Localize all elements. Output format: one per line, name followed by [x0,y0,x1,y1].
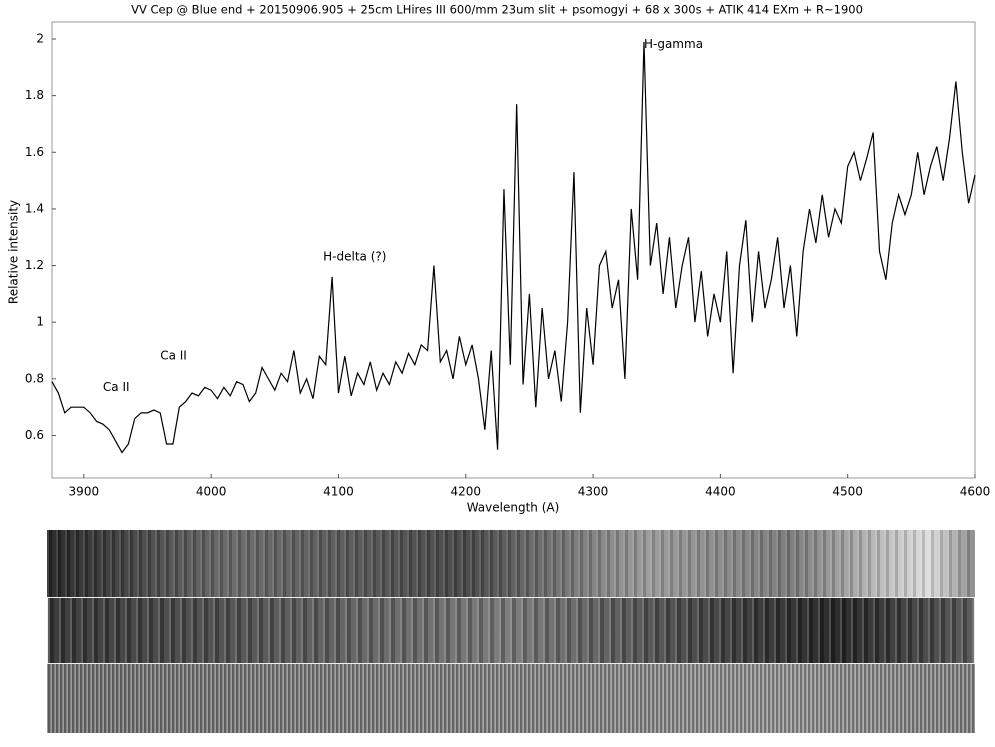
x-tick-label: 4500 [832,485,863,499]
y-tick-label: 1.6 [25,145,44,159]
x-tick-label: 4300 [578,485,609,499]
x-tick-label: 4100 [323,485,354,499]
annotation: Ca II [160,349,187,363]
spectrum-image [47,664,975,733]
y-tick-label: 0.8 [25,371,44,385]
x-axis-label: Wavelength (A) [467,501,560,515]
x-tick-label: 4400 [705,485,736,499]
y-tick-label: 1.2 [25,258,44,272]
spectrum-image [47,530,975,597]
y-tick-label: 1 [36,315,44,329]
chart-title: VV Cep @ Blue end + 20150906.905 + 25cm … [131,3,863,17]
x-tick-label: 3900 [69,485,100,499]
y-axis-label: Relative intensity [7,200,21,304]
x-tick-label: 4200 [450,485,481,499]
spectrum-line [51,41,976,454]
x-tick-label: 4000 [196,485,227,499]
annotation: H-gamma [644,37,703,51]
y-tick-label: 1.4 [25,201,44,215]
x-tick-label: 4600 [960,485,991,499]
annotation: H-delta (?) [323,250,386,264]
chart: VV Cep @ Blue end + 20150906.905 + 25cm … [7,3,991,515]
spectrum-image [47,597,975,664]
plot-frame [51,21,976,479]
y-tick-label: 2 [36,31,44,45]
y-tick-label: 1.8 [25,88,44,102]
annotation: Ca II [103,380,130,394]
y-tick-label: 0.6 [25,428,44,442]
